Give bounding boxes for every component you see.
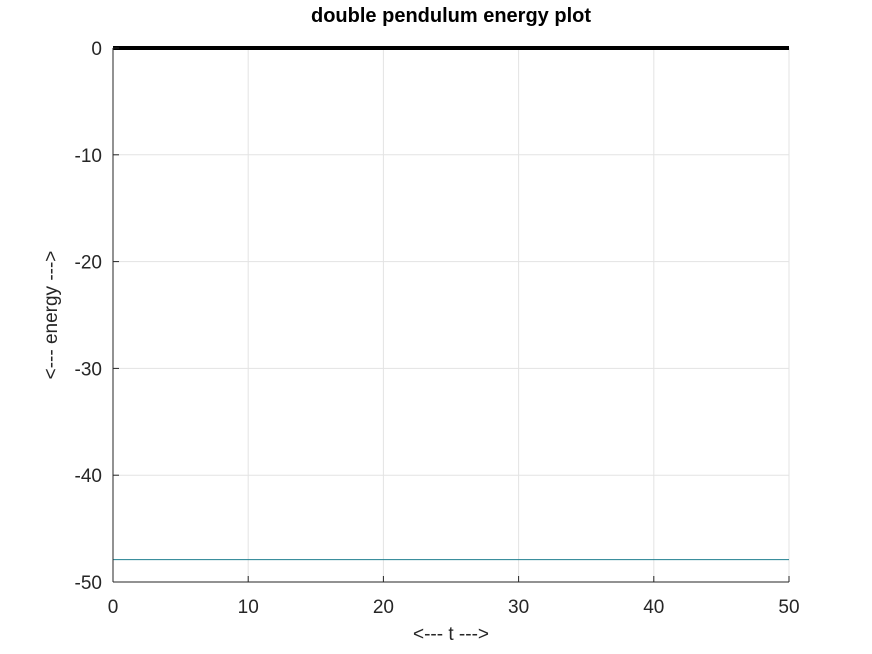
y-tick-label: -20: [75, 253, 102, 274]
y-tick-label: 0: [91, 39, 102, 60]
x-tick-label: 10: [238, 597, 259, 618]
x-axis-label: <--- t --->: [413, 624, 489, 645]
x-tick-label: 0: [108, 597, 119, 618]
y-tick-label: -40: [75, 466, 102, 487]
x-tick-label: 30: [508, 597, 529, 618]
y-tick-label: -30: [75, 359, 102, 380]
tick-labels: 0 10 20 30 40 50 0 -10 -20 -30 -40 -50: [75, 39, 800, 618]
axes: [112, 47, 790, 583]
chart-title: double pendulum energy plot: [311, 5, 591, 27]
x-tick-label: 40: [643, 597, 664, 618]
y-tick-label: -50: [75, 573, 102, 594]
y-tick-label: -10: [75, 146, 102, 167]
x-tick-label: 50: [778, 597, 799, 618]
plot-background: [113, 48, 789, 582]
series-lines: [113, 46, 789, 561]
y-axis-label: <--- energy --->: [41, 251, 62, 380]
x-tick-label: 20: [373, 597, 394, 618]
